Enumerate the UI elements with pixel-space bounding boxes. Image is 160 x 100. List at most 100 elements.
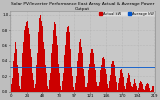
Bar [76, 76, 77, 92]
Bar [31, 57, 32, 92]
Title: Solar PV/Inverter Performance East Array Actual & Average Power Output: Solar PV/Inverter Performance East Array… [11, 2, 154, 11]
Bar [112, 61, 113, 92]
Bar [54, 25, 55, 92]
Bar [83, 69, 84, 92]
Bar [77, 61, 78, 92]
Bar [139, 83, 140, 92]
Bar [12, 78, 13, 92]
Bar [40, 14, 41, 92]
Bar [110, 75, 111, 92]
Bar [23, 42, 24, 92]
Bar [92, 49, 93, 92]
Bar [111, 64, 112, 92]
Bar [114, 65, 115, 92]
Bar [55, 24, 56, 92]
Bar [75, 83, 76, 92]
Bar [14, 53, 15, 92]
Bar [119, 78, 120, 92]
Bar [93, 53, 94, 92]
Bar [144, 90, 145, 92]
Bar [140, 81, 141, 92]
Bar [126, 83, 127, 92]
Bar [46, 72, 47, 92]
Bar [64, 55, 65, 92]
Bar [118, 87, 119, 92]
Bar [73, 87, 74, 92]
Bar [28, 28, 29, 92]
Bar [61, 90, 62, 92]
Bar [62, 81, 63, 92]
Bar [34, 88, 35, 92]
Bar [74, 90, 75, 92]
Bar [79, 42, 80, 92]
Bar [88, 70, 89, 92]
Bar [59, 73, 60, 92]
Bar [148, 86, 149, 92]
Bar [53, 30, 54, 92]
Bar [47, 86, 48, 92]
Bar [131, 86, 132, 92]
Bar [122, 73, 123, 92]
Bar [121, 69, 122, 92]
Bar [29, 34, 30, 92]
Bar [133, 81, 134, 92]
Bar [143, 89, 144, 92]
Bar [27, 21, 28, 92]
Bar [101, 61, 102, 92]
Bar [81, 47, 82, 92]
Bar [17, 65, 18, 92]
Bar [104, 59, 105, 92]
Bar [102, 58, 103, 92]
Bar [127, 78, 128, 92]
Bar [86, 90, 87, 92]
Bar [42, 26, 43, 92]
Bar [78, 53, 79, 92]
Bar [106, 74, 107, 92]
Bar [137, 90, 138, 92]
Bar [43, 42, 44, 92]
Bar [69, 39, 70, 92]
Bar [153, 86, 154, 92]
Bar [51, 53, 52, 92]
Bar [65, 46, 66, 92]
Bar [142, 84, 143, 92]
Bar [103, 56, 104, 92]
Bar [50, 72, 51, 92]
Bar [49, 80, 50, 92]
Bar [22, 65, 23, 92]
Bar [107, 84, 108, 92]
Bar [67, 27, 68, 92]
Bar [24, 30, 25, 92]
Bar [115, 76, 116, 92]
Bar [145, 86, 146, 92]
Bar [60, 86, 61, 92]
Bar [132, 87, 133, 92]
Bar [11, 84, 12, 92]
Bar [35, 84, 36, 92]
Bar [117, 90, 118, 92]
Bar [116, 86, 117, 92]
Bar [71, 58, 72, 92]
Bar [20, 84, 21, 92]
Bar [134, 80, 135, 92]
Bar [147, 83, 148, 92]
Bar [129, 75, 130, 92]
Bar [99, 82, 100, 92]
Bar [18, 72, 19, 92]
Bar [37, 42, 38, 92]
Bar [19, 86, 20, 92]
Bar [152, 86, 153, 92]
Bar [87, 83, 88, 92]
Bar [80, 39, 81, 92]
Bar [109, 81, 110, 92]
Bar [85, 87, 86, 92]
Bar [70, 49, 71, 92]
Bar [33, 80, 34, 92]
Bar [68, 26, 69, 92]
Bar [44, 49, 45, 92]
Bar [136, 86, 137, 92]
Bar [48, 89, 49, 92]
Bar [100, 70, 101, 92]
Bar [125, 89, 126, 92]
Bar [113, 61, 114, 92]
